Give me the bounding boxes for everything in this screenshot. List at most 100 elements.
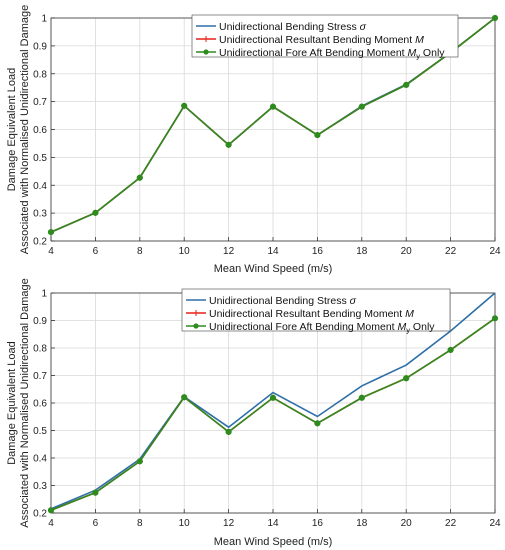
x-tick-label: 10 <box>179 246 191 257</box>
chart-top: 4 6 8 10 12 14 16 18 20 22 24 0.2 0.3 0.4 0.5 0.6 0.7 0.8… <box>6 5 501 275</box>
x-tick-label: 22 <box>445 246 457 257</box>
data-point <box>92 209 99 216</box>
data-point <box>314 131 321 139</box>
legend-swatch-marker <box>193 323 199 329</box>
legend-symbol: σ <box>350 295 357 307</box>
legend-name: Unidirectional Fore Aft Bending Moment <box>209 321 398 333</box>
legend-label: Unidirectional Bending Stress σ <box>209 295 357 307</box>
data-point <box>447 346 454 354</box>
data-point <box>225 428 232 435</box>
data-point <box>181 394 188 401</box>
legend-name: Unidirectional Resultant Bending Moment <box>219 34 415 46</box>
legend-symbol: σ <box>360 21 367 33</box>
x-axis-label: Mean Wind Speed (m/s) <box>214 263 333 275</box>
legend-entry: Unidirectional Resultant Bending Moment … <box>196 34 424 46</box>
y-tick-label: 1 <box>41 289 47 300</box>
data-point <box>181 102 188 109</box>
y-axis-label: Associated with Normalised Unidirectiona… <box>19 278 31 527</box>
x-tick-label: 16 <box>312 246 324 257</box>
legend-label: Unidirectional Fore Aft Bending Moment M… <box>209 321 435 335</box>
y-tick-label: 0.3 <box>33 481 47 492</box>
x-axis-label: Mean Wind Speed (m/s) <box>214 536 333 548</box>
y-tick-label: 0.6 <box>33 125 47 136</box>
legend: Unidirectional Bending Stress σUnidirect… <box>181 288 451 335</box>
x-tick-label: 14 <box>267 518 279 529</box>
legend-subscript: y <box>416 51 420 60</box>
x-tick-label: 4 <box>48 246 54 257</box>
legend-label: Unidirectional Resultant Bending Moment … <box>209 308 414 320</box>
data-point <box>269 394 277 401</box>
series-3 <box>47 315 499 514</box>
y-tick-label: 0.5 <box>33 153 47 164</box>
legend-suffix: Only <box>420 47 445 59</box>
x-tick-label: 8 <box>137 246 143 257</box>
x-tick-label: 12 <box>223 246 235 257</box>
y-tick-label: 0.8 <box>33 344 47 355</box>
x-tick-label: 22 <box>445 518 457 529</box>
y-tick-label: 0.6 <box>33 399 47 410</box>
data-point <box>136 174 143 181</box>
y-tick-label: 1 <box>41 14 47 25</box>
y-axis-label: Associated with Normalised Unidirectiona… <box>19 5 31 254</box>
legend-box <box>191 14 459 58</box>
x-tick-label: 24 <box>489 518 501 529</box>
legend-entry: Unidirectional Fore Aft Bending Moment M… <box>196 47 445 61</box>
y-tick-label: 0.8 <box>33 69 47 80</box>
y-tick-label: 0.3 <box>33 209 47 220</box>
legend-name: Unidirectional Fore Aft Bending Moment <box>219 47 408 59</box>
data-point <box>358 103 365 110</box>
legend-symbol: M <box>415 34 424 46</box>
x-tick-label: 6 <box>93 518 99 529</box>
y-tick-label: 0.4 <box>33 454 47 465</box>
y-tick-label: 0.2 <box>33 509 47 520</box>
legend-label: Unidirectional Bending Stress σ <box>219 21 367 33</box>
x-tick-label: 14 <box>267 246 279 257</box>
data-point <box>403 375 410 382</box>
legend-box <box>181 288 451 332</box>
y-tick-label: 0.7 <box>33 97 47 108</box>
x-tick-label: 4 <box>48 518 54 529</box>
legend-entry: Unidirectional Fore Aft Bending Moment M… <box>186 321 435 335</box>
series-1 <box>50 292 496 510</box>
x-tick-label: 16 <box>312 518 324 529</box>
legend-label: Unidirectional Fore Aft Bending Moment M… <box>219 47 445 61</box>
data-point <box>47 507 55 514</box>
x-tick-label: 18 <box>356 246 368 257</box>
x-tick-label: 18 <box>356 518 368 529</box>
x-tick-label: 10 <box>179 518 191 529</box>
data-point <box>47 228 55 236</box>
legend-suffix: Only <box>410 321 435 333</box>
y-tick-label: 0.9 <box>33 41 47 52</box>
data-point <box>491 14 499 22</box>
legend-name: Unidirectional Bending Stress <box>209 295 350 307</box>
y-axis-label: Damage Equivalent Load <box>6 68 18 192</box>
x-tick-label: 6 <box>93 246 99 257</box>
data-point <box>314 420 321 427</box>
series-line <box>50 292 496 510</box>
y-tick-label: 0.2 <box>33 237 47 248</box>
legend-entry: Unidirectional Resultant Bending Moment … <box>186 308 414 320</box>
chart-bottom: 4 6 8 10 12 14 16 18 20 22 24 0.2 0.3 0.4 0.5 0.6 0.7 0.8… <box>6 278 501 548</box>
data-point <box>358 394 365 401</box>
legend-symbol: M <box>405 308 414 320</box>
x-tick-label: 12 <box>223 518 235 529</box>
data-point <box>225 141 232 148</box>
data-point <box>136 458 143 465</box>
x-tick-label: 8 <box>137 518 143 529</box>
legend-swatch-marker <box>203 49 209 55</box>
data-point <box>92 489 99 496</box>
data-point <box>403 81 410 89</box>
y-tick-label: 0.7 <box>33 371 47 382</box>
y-tick-label: 0.9 <box>33 316 47 327</box>
legend-symbol: M <box>398 321 407 333</box>
legend-entry: Unidirectional Bending Stress σ <box>196 21 367 33</box>
y-tick-label: 0.5 <box>33 426 47 437</box>
legend: Unidirectional Bending Stress σUnidirect… <box>191 14 459 61</box>
legend-symbol: M <box>408 47 417 59</box>
data-point <box>491 315 499 322</box>
x-tick-label: 20 <box>401 246 413 257</box>
data-point <box>269 103 277 110</box>
x-tick-label: 24 <box>489 246 501 257</box>
legend-entry: Unidirectional Bending Stress σ <box>186 295 357 307</box>
y-axis-label: Damage Equivalent Load <box>6 341 18 465</box>
